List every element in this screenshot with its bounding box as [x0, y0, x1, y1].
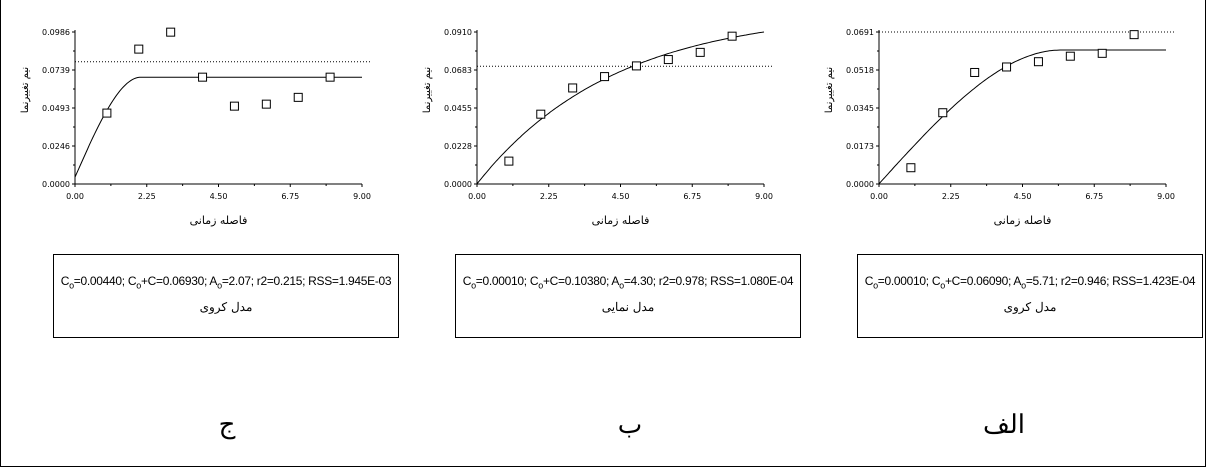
- data-point: [1033, 57, 1043, 67]
- data-point: [229, 101, 239, 111]
- y-tick-label: 0.0683: [444, 66, 472, 75]
- panel-alef: 0.0000 0.0173 0.0345 0.0518 0.0691 0.00 2.25 4.…: [804, 0, 1206, 468]
- data-point: [261, 99, 271, 109]
- x-axis-label: فاصله زمانی: [994, 214, 1052, 227]
- data-point: [727, 31, 737, 41]
- y-tick-label: 0.0518: [846, 66, 874, 75]
- x-tick-label: 2.25: [138, 192, 156, 201]
- data-point: [938, 108, 948, 118]
- y-tick-label: 0.0000: [846, 180, 874, 189]
- data-point: [568, 83, 578, 93]
- data-point: [166, 27, 176, 37]
- data-point: [198, 72, 208, 82]
- y-tick-label: 0.0910: [444, 28, 472, 37]
- data-point: [600, 72, 610, 82]
- y-tick-label: 0.0986: [42, 28, 70, 37]
- x-tick-label: 6.75: [683, 192, 701, 201]
- x-tick-label: 0.00: [468, 192, 486, 201]
- model-params-box: Co=0.00440; Co+C=0.06930; Ao=2.07; r2=0.…: [53, 254, 399, 338]
- model-params: Co=0.00010; Co+C=0.06090; Ao=5.71; r2=0.…: [864, 274, 1196, 291]
- y-tick-label: 0.0246: [42, 142, 70, 151]
- y-axis-label: نیم تغییرنما: [422, 67, 433, 113]
- y-tick-label: 0.0173: [846, 142, 874, 151]
- data-point: [325, 72, 335, 82]
- model-params-box: Co=0.00010; Co+C=0.06090; Ao=5.71; r2=0.…: [857, 254, 1203, 338]
- x-tick-label: 4.50: [1014, 192, 1032, 201]
- y-tick-label: 0.0000: [42, 180, 70, 189]
- data-point: [1002, 62, 1012, 72]
- data-point: [1065, 51, 1075, 61]
- data-point: [695, 47, 705, 57]
- panel-label: ب: [617, 410, 643, 440]
- x-axis-label: فاصله زمانی: [190, 214, 248, 227]
- model-curve: [476, 31, 765, 185]
- model-params: Co=0.00440; Co+C=0.06930; Ao=2.07; r2=0.…: [60, 274, 392, 291]
- model-label: مدل کروی: [1003, 300, 1057, 315]
- model-curve: [878, 49, 1166, 185]
- model-params-box: Co=0.00010; Co+C=0.10380; Ao=4.30; r2=0.…: [455, 254, 801, 338]
- panel-b: 0.0000 0.0228 0.0455 0.0683 0.0910 0.00 2.25 4.…: [402, 0, 804, 468]
- y-axis-label: نیم تغییرنما: [824, 67, 835, 113]
- data-point: [102, 108, 112, 118]
- x-tick-label: 6.75: [1085, 192, 1103, 201]
- y-tick-label: 0.0345: [846, 104, 874, 113]
- data-point: [663, 55, 673, 65]
- y-axis-label: نیم تغییرنما: [20, 67, 31, 113]
- x-tick-label: 9.00: [755, 192, 773, 201]
- data-point: [631, 61, 641, 71]
- model-label: مدل نمایی: [601, 300, 655, 315]
- y-tick-label: 0.0691: [846, 28, 874, 37]
- y-tick-label: 0.0228: [444, 142, 472, 151]
- data-point: [906, 163, 916, 173]
- x-tick-label: 2.25: [942, 192, 960, 201]
- y-tick-label: 0.0493: [42, 104, 70, 113]
- panel-label: ج: [218, 410, 236, 440]
- x-tick-label: 0.00: [870, 192, 888, 201]
- variogram-chart-j: 0.0000 0.0246 0.0493 0.0739 0.0986 0.00 2.25 4.…: [20, 27, 371, 227]
- x-axis-label: فاصله زمانی: [592, 214, 650, 227]
- y-tick-label: 0.0455: [444, 104, 472, 113]
- data-point: [1129, 30, 1139, 40]
- variogram-chart-alef: 0.0000 0.0173 0.0345 0.0518 0.0691 0.00 2.25 4.…: [824, 28, 1175, 227]
- variogram-chart-b: 0.0000 0.0228 0.0455 0.0683 0.0910 0.00 2.25 4.…: [422, 28, 773, 227]
- data-point: [536, 109, 546, 119]
- x-tick-label: 9.00: [1157, 192, 1175, 201]
- data-point: [134, 44, 144, 54]
- panel-label: الف: [982, 410, 1026, 440]
- y-tick-label: 0.0000: [444, 180, 472, 189]
- data-point: [293, 92, 303, 102]
- y-tick-label: 0.0739: [42, 66, 70, 75]
- data-point: [970, 67, 980, 77]
- x-tick-label: 4.50: [612, 192, 630, 201]
- x-tick-label: 2.25: [540, 192, 558, 201]
- panel-j: 0.0000 0.0246 0.0493 0.0739 0.0986 0.00 2.25 4.…: [0, 0, 402, 468]
- model-params: Co=0.00010; Co+C=0.10380; Ao=4.30; r2=0.…: [462, 274, 794, 291]
- model-curve: [74, 76, 362, 178]
- data-point: [504, 156, 514, 166]
- x-tick-label: 6.75: [281, 192, 299, 201]
- data-point: [1097, 48, 1107, 58]
- model-label: مدل کروی: [199, 300, 253, 315]
- x-tick-label: 9.00: [353, 192, 371, 201]
- x-tick-label: 0.00: [66, 192, 84, 201]
- x-tick-label: 4.50: [210, 192, 228, 201]
